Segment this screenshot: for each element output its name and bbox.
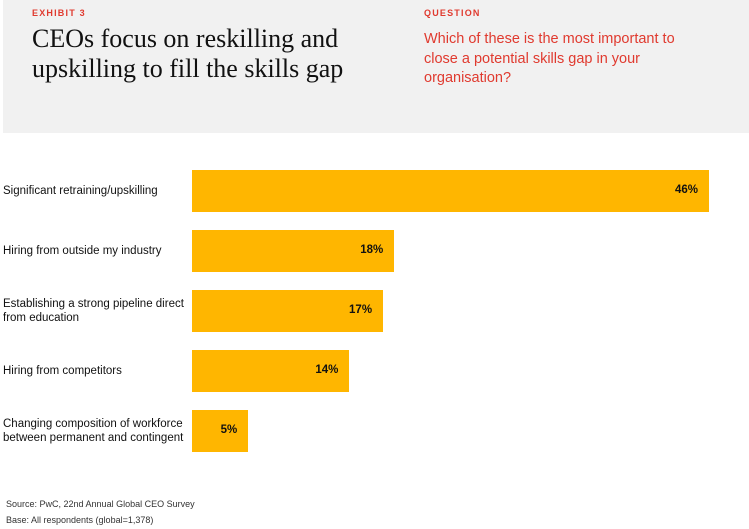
bar: 18% bbox=[192, 230, 395, 272]
value-label: 17% bbox=[349, 304, 373, 316]
question-label: QUESTION bbox=[424, 8, 481, 18]
bar: 46% bbox=[192, 170, 709, 212]
category-label: Establishing a strong pipeline direct fr… bbox=[3, 298, 184, 324]
value-label: 18% bbox=[360, 244, 384, 256]
bar: 14% bbox=[192, 350, 350, 392]
header-panel bbox=[3, 0, 749, 133]
exhibit-label: EXHIBIT 3 bbox=[32, 8, 86, 18]
value-label: 46% bbox=[674, 184, 698, 196]
bar: 17% bbox=[192, 290, 384, 332]
category-label: Changing composition of workforce betwee… bbox=[3, 418, 184, 444]
category-label: Significant retraining/upskilling bbox=[3, 185, 158, 197]
value-label: 14% bbox=[315, 364, 339, 376]
category-label: Hiring from competitors bbox=[3, 365, 122, 377]
base-note: Base: All respondents (global=1,378) bbox=[6, 515, 154, 525]
question-text: Which of these is the most important to … bbox=[424, 31, 675, 86]
bar: 5% bbox=[192, 410, 249, 452]
chart-title: CEOs focus on reskilling and upskilling … bbox=[32, 24, 344, 83]
category-label: Hiring from outside my industry bbox=[3, 245, 162, 257]
source-note: Source: PwC, 22nd Annual Global CEO Surv… bbox=[6, 499, 195, 509]
value-label: 5% bbox=[220, 424, 238, 436]
